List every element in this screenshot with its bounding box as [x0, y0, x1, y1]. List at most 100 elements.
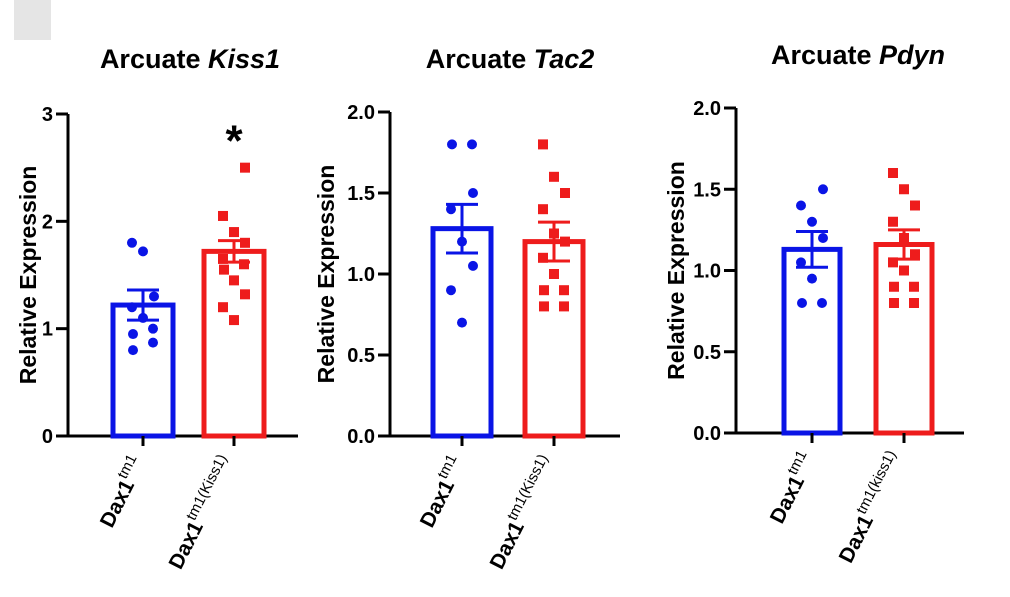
data-point: [909, 298, 919, 308]
data-point: [539, 285, 549, 296]
data-point: [149, 291, 159, 302]
data-point: [559, 285, 569, 296]
chart-title-prefix: Arcuate: [100, 44, 208, 74]
data-point: [239, 259, 249, 270]
data-point: [148, 337, 158, 348]
category-base: Dax1: [416, 476, 459, 531]
category-base: Dax1: [96, 476, 139, 531]
data-point: [889, 298, 899, 308]
chart-title: Arcuate Kiss1: [100, 44, 280, 74]
y-tick-label: 1.0: [693, 261, 721, 283]
data-point: [888, 168, 898, 178]
data-point: [538, 204, 548, 215]
y-tick-label: 0.5: [693, 342, 721, 364]
bar-1: [110, 302, 176, 439]
corner-box: [14, 0, 51, 40]
y-tick-label: 0.0: [347, 426, 375, 448]
data-point: [559, 301, 569, 312]
bar-1: [430, 226, 494, 439]
data-point: [549, 269, 559, 279]
data-point: [807, 273, 817, 284]
data-point: [549, 171, 559, 182]
data-point: [468, 188, 478, 198]
chart-title-gene: Pdyn: [879, 40, 945, 70]
data-point: [538, 252, 548, 263]
data-point: [240, 162, 250, 173]
data-point: [899, 233, 909, 243]
data-point: [457, 317, 467, 328]
y-axis-label: Relative Expression: [663, 161, 689, 380]
data-point: [447, 139, 457, 150]
data-point: [888, 216, 898, 227]
data-point: [888, 257, 898, 268]
data-point: [148, 323, 158, 334]
data-point: [468, 260, 478, 271]
data-point: [218, 210, 228, 221]
y-tick-label: 2: [42, 211, 53, 233]
y-tick-label: 3: [42, 104, 53, 126]
data-point: [796, 257, 806, 268]
data-point: [560, 236, 570, 247]
y-tick-label: 0.5: [347, 345, 375, 367]
data-point: [807, 216, 817, 227]
data-point: [467, 139, 477, 150]
y-tick-label: 1.5: [347, 183, 375, 205]
data-point: [797, 298, 807, 308]
category-superscript: tm1(kiss1): [853, 448, 900, 517]
data-point: [138, 246, 148, 257]
data-point: [818, 184, 828, 195]
data-point: [229, 275, 239, 286]
y-tick-label: 2.0: [347, 102, 375, 124]
data-point: [446, 204, 456, 215]
x-category-label: Dax1tm1(Kiss1): [160, 452, 240, 573]
data-point: [539, 301, 549, 312]
y-tick-label: 1.5: [693, 179, 721, 201]
data-point: [127, 302, 137, 313]
y-tick-label: 0: [42, 426, 53, 448]
y-axis-label: Relative Expression: [313, 165, 339, 384]
category-base: Dax1: [766, 472, 809, 527]
data-point: [218, 302, 228, 313]
data-point: [229, 227, 239, 238]
data-point: [128, 345, 138, 356]
chart-title-gene: Tac2: [534, 44, 595, 74]
chart-1: Arcuate Kiss1 Relative Expression 0 1 2 3 Dax1…: [15, 44, 298, 573]
data-point: [240, 289, 250, 300]
data-point: [240, 237, 250, 248]
y-tick-label: 0.0: [693, 423, 721, 445]
data-point: [446, 285, 456, 296]
chart-title: Arcuate Pdyn: [771, 40, 945, 70]
chart-title: Arcuate Tac2: [426, 44, 595, 74]
category-superscript: tm1(Kiss1): [504, 452, 552, 524]
chart-2: Arcuate Tac2 Relative Expression 0.0 0.5 1.0…: [313, 44, 620, 573]
category-base: Dax1: [165, 517, 208, 572]
chart-title-prefix: Arcuate: [771, 40, 879, 70]
data-point: [899, 184, 909, 195]
data-point: [128, 329, 138, 340]
significance-marker: *: [225, 117, 243, 166]
y-tick-label: 2.0: [693, 98, 721, 120]
data-point: [910, 200, 920, 211]
chart-3: Arcuate Pdyn Relative Expression 0.0 0.5 1.0…: [663, 40, 964, 567]
data-point: [909, 281, 919, 292]
y-tick-label: 1: [42, 319, 53, 341]
data-point: [796, 200, 806, 211]
x-category-label: Dax1tm1(Kiss1): [481, 452, 561, 573]
data-point: [817, 298, 827, 308]
category-base: Dax1: [835, 511, 878, 566]
data-point: [910, 249, 920, 260]
data-point: [889, 281, 899, 292]
data-point: [899, 265, 909, 276]
x-category-label: Dax1tm1: [411, 452, 470, 532]
data-point: [138, 312, 148, 323]
data-point: [818, 233, 828, 243]
x-category-label: Dax1tm1: [91, 452, 150, 532]
chart-title-gene: Kiss1: [208, 44, 280, 74]
data-point: [219, 264, 229, 275]
y-tick-label: 1.0: [347, 264, 375, 286]
data-point: [560, 188, 570, 198]
data-point: [127, 237, 137, 248]
chart-title-prefix: Arcuate: [426, 44, 534, 74]
category-superscript: tm1(Kiss1): [183, 452, 231, 524]
